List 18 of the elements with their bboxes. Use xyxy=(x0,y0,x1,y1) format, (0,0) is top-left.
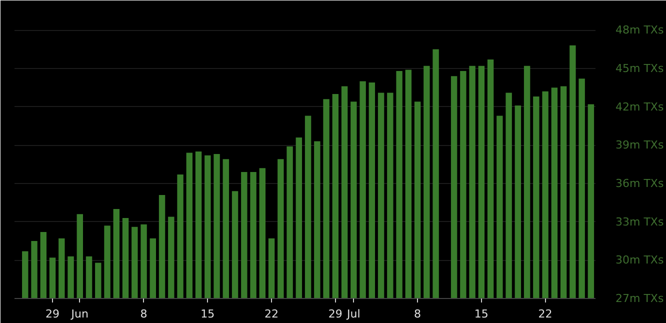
x-tick-label: Jun xyxy=(70,308,89,320)
y-tick-label: 42m TXs xyxy=(616,100,664,114)
y-tick-label: 36m TXs xyxy=(616,176,664,190)
x-tick-label: 8 xyxy=(140,308,148,320)
y-tick-label: 27m TXs xyxy=(616,292,664,305)
y-tick-label: 48m TXs xyxy=(616,24,664,37)
x-tick-label: 29 xyxy=(328,308,342,320)
y-tick-label: 45m TXs xyxy=(616,62,664,75)
x-tick-label: Jul xyxy=(346,308,360,320)
x-tick-label: 22 xyxy=(264,308,279,320)
y-tick-label: 30m TXs xyxy=(616,254,664,267)
x-tick-label: 15 xyxy=(200,308,215,320)
x-tick-label: 22 xyxy=(538,308,552,320)
x-tick-label: 29 xyxy=(46,308,60,320)
x-tick-label: 15 xyxy=(474,308,488,320)
x-tick-label: 8 xyxy=(414,308,422,320)
y-tick-label: 33m TXs xyxy=(616,215,664,228)
y-tick-label: 39m TXs xyxy=(616,138,664,152)
